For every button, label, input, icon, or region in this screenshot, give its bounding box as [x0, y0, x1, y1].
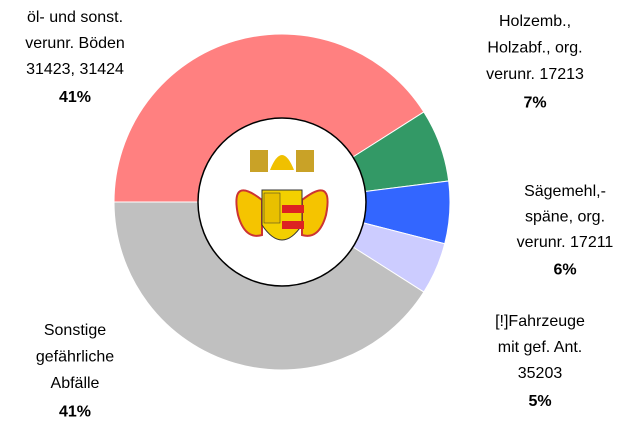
- logo-stripe: [282, 221, 304, 229]
- logo-wing: [235, 189, 263, 237]
- logo-helm: [270, 155, 294, 170]
- slice-label: verunr. Böden: [25, 35, 125, 52]
- slice-label: verunr. 17213: [486, 66, 584, 83]
- logo-lion: [263, 192, 281, 224]
- value-label: 41%: [59, 404, 91, 421]
- value-label: 7%: [523, 95, 546, 112]
- slice-label: 35203: [518, 365, 563, 382]
- slice-label: öl- und sonst.: [27, 9, 123, 26]
- logo-stripe: [282, 205, 304, 213]
- donut: [113, 33, 451, 371]
- slice-label: Sonstige: [44, 322, 106, 339]
- slice-label: Sägemehl,-: [524, 183, 606, 200]
- slice-label: Holzemb.,: [499, 13, 571, 30]
- logo-crest: [296, 150, 314, 172]
- value-label: 5%: [528, 393, 551, 410]
- slice-label: Holzabf., org.: [487, 40, 582, 57]
- slice-label: Abfälle: [51, 375, 100, 392]
- slice-label: 31423, 31424: [26, 61, 124, 78]
- logo-crest: [250, 150, 268, 172]
- value-label: 6%: [553, 262, 576, 279]
- slice-label: verunr. 17211: [517, 234, 614, 251]
- logo-wing: [301, 189, 329, 237]
- value-label: 41%: [59, 89, 91, 106]
- slice-label: [!]Fahrzeuge: [495, 313, 585, 330]
- slice-label: gefährliche: [36, 349, 114, 366]
- logo: [235, 150, 329, 241]
- slice-label: mit gef. Ant.: [498, 339, 582, 356]
- slice-label: späne, org.: [525, 209, 605, 226]
